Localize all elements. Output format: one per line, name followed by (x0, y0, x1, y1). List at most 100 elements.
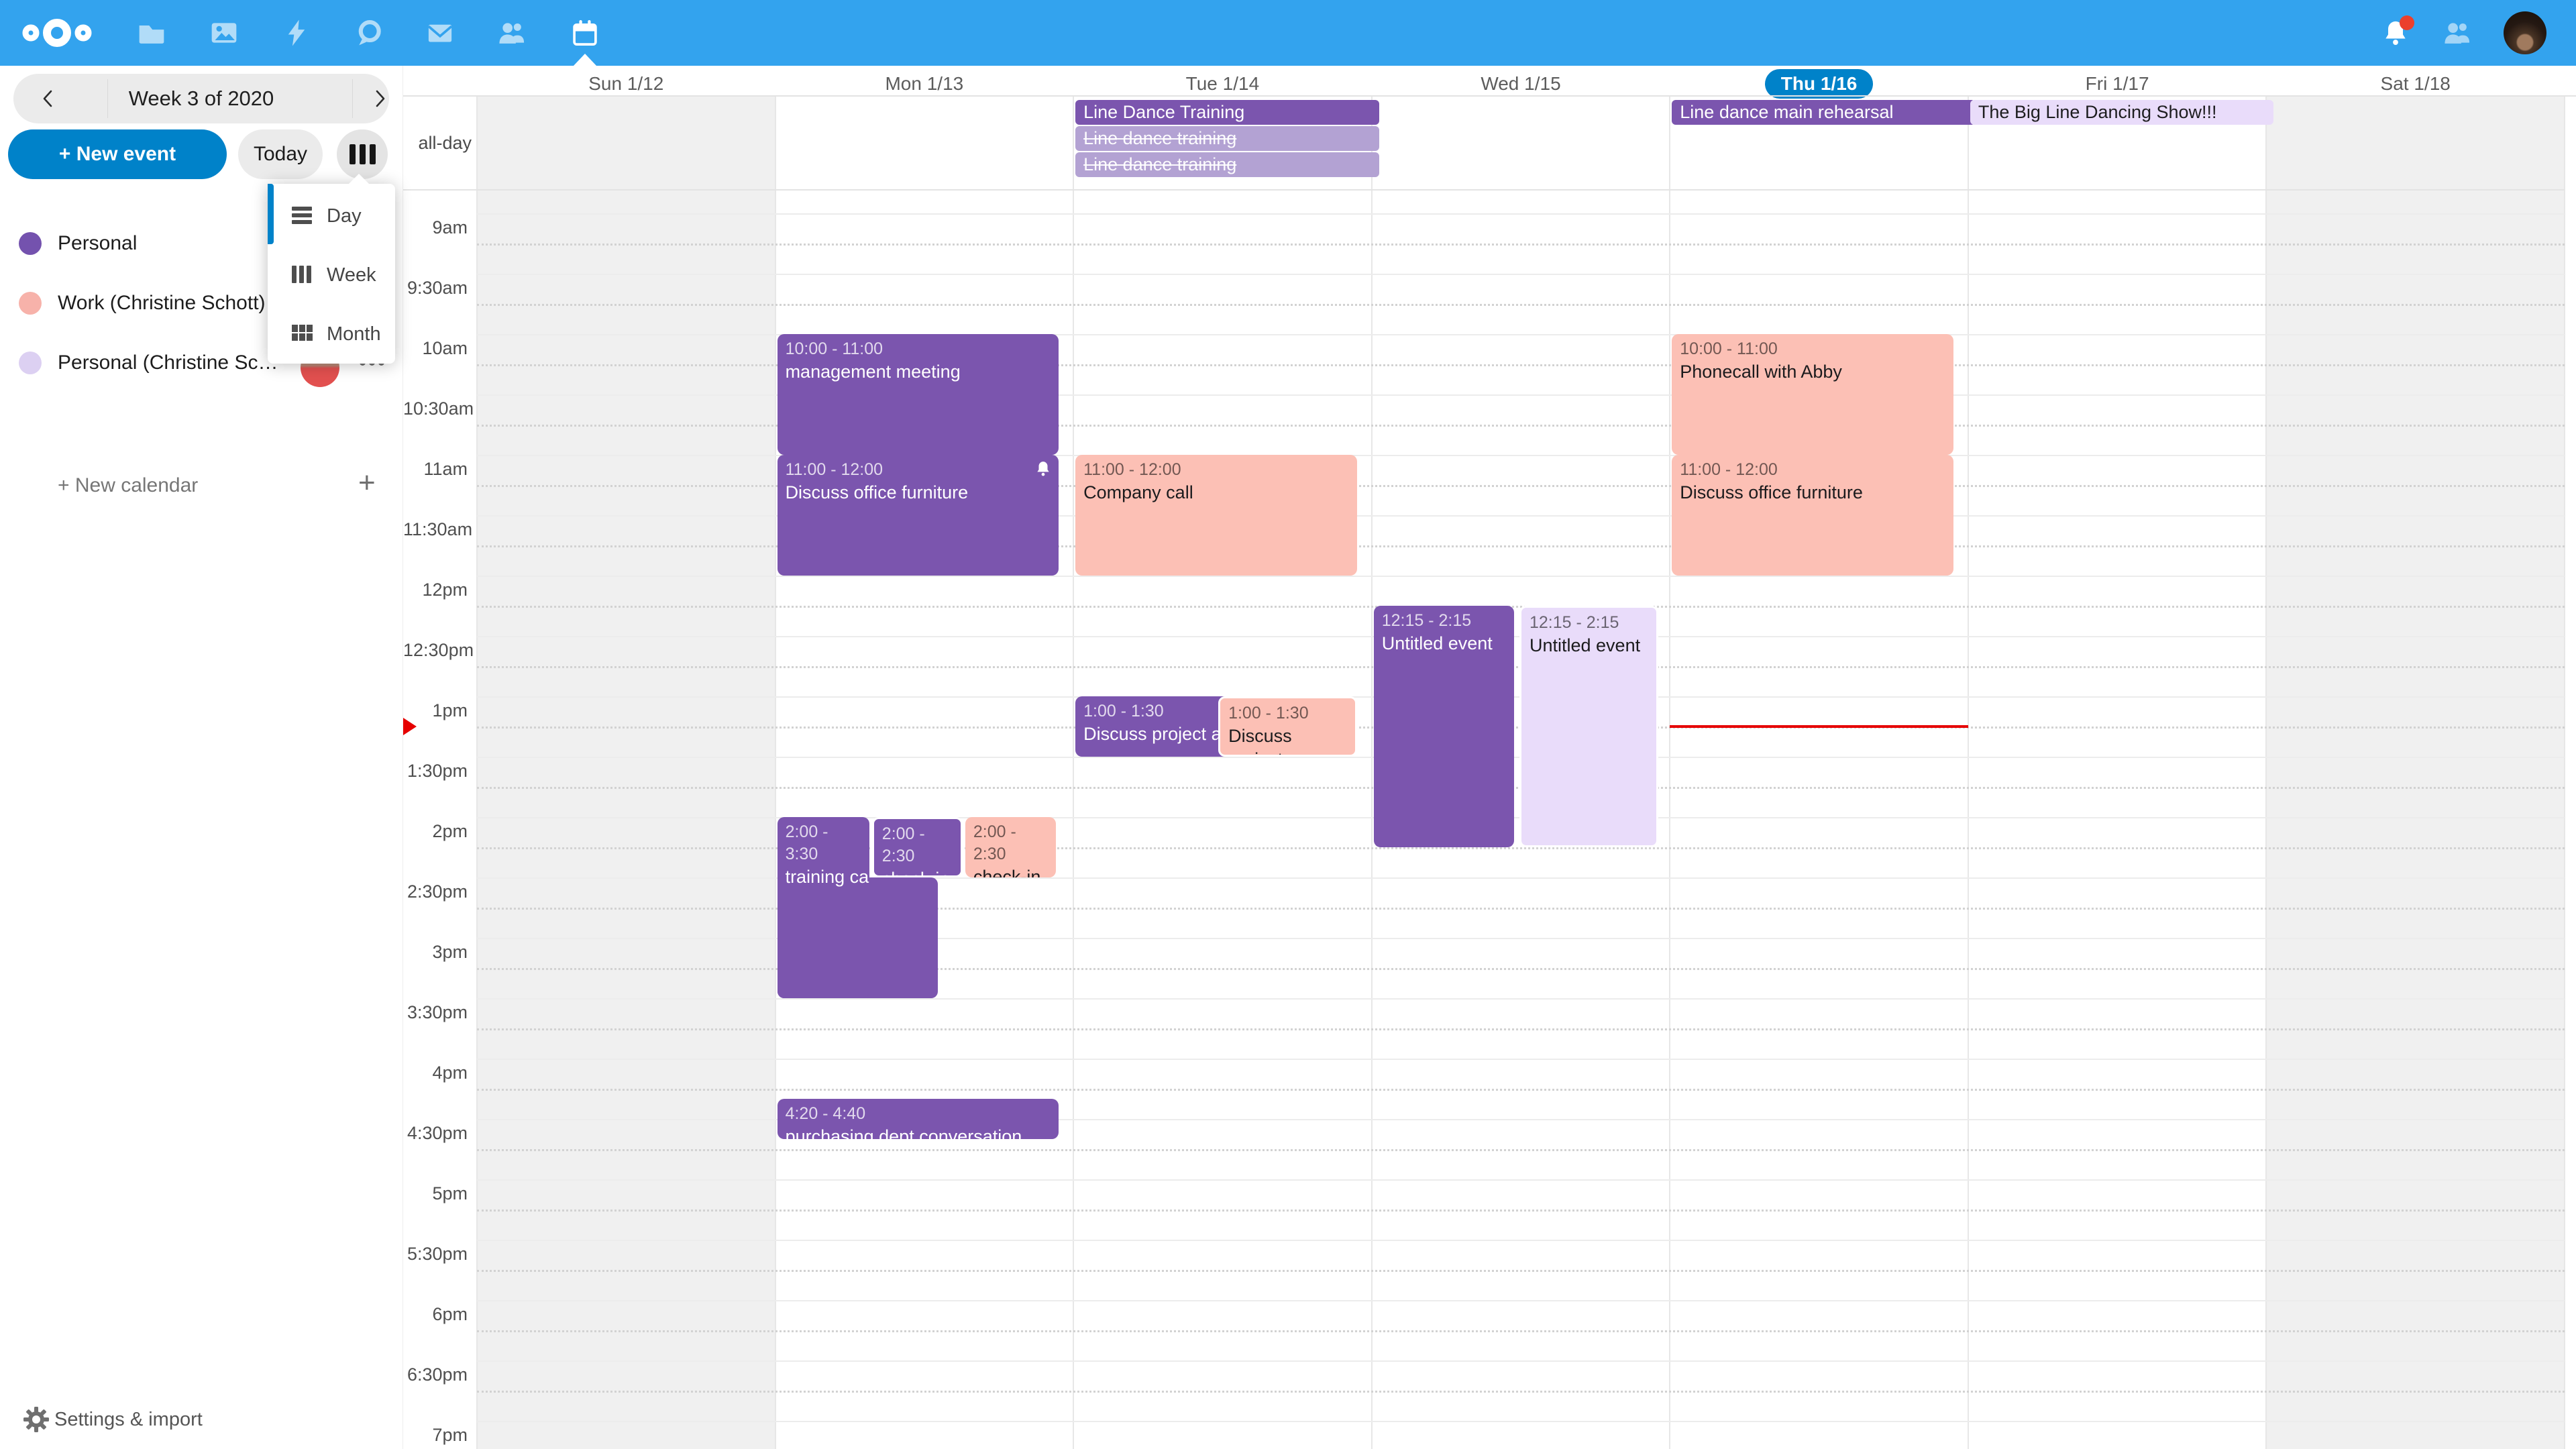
nextcloud-logo[interactable] (20, 13, 94, 53)
time-axis-label: 3:30pm (403, 1001, 468, 1026)
calendar-name: Personal (Christine Schott) (58, 352, 289, 374)
day-header-today[interactable]: Thu 1/16 (1670, 69, 1968, 99)
top-bar (0, 0, 2576, 66)
column-border (2265, 95, 2267, 1449)
new-event-button[interactable]: + New event (8, 129, 227, 179)
event-time: 1:00 - 1:30 (1083, 702, 1164, 720)
calendar-week-view: Sun 1/12 Mon 1/13 Tue 1/14 Wed 1/15 Thu 1/16… (402, 66, 2576, 1449)
all-day-event[interactable]: Line dance training (1075, 152, 1379, 177)
event-time: 12:15 - 2:15 (1381, 611, 1472, 630)
calendar-event[interactable]: 1:00 - 1:30 Discuss project announcement (1075, 696, 1236, 757)
view-selector-button[interactable] (337, 129, 388, 179)
event-title: Discuss office furniture (785, 482, 969, 502)
settings-import-button[interactable]: Settings & import (0, 1401, 402, 1441)
activity-icon[interactable] (282, 18, 311, 48)
contacts-icon[interactable] (498, 18, 527, 48)
calendar-list-item[interactable]: Work (Christine Schott) (0, 274, 402, 332)
day-header[interactable]: Mon 1/13 (885, 73, 964, 94)
new-calendar-button[interactable]: + New calendar + (0, 458, 402, 515)
quarter-hour-gridline (477, 425, 2565, 427)
calendar-event[interactable]: 10:00 - 11:00 Phonecall with Abby (1672, 334, 1953, 455)
event-time: 12:15 - 2:15 (1529, 613, 1619, 632)
time-axis-label: 7pm (403, 1424, 468, 1448)
settings-import-label: Settings & import (54, 1409, 203, 1430)
day-header[interactable]: Sat 1/18 (2380, 73, 2451, 94)
current-time-arrow (403, 718, 417, 735)
calendar-event[interactable]: 2:00 - 2:30 check-in (871, 817, 963, 877)
user-avatar[interactable] (2504, 11, 2546, 54)
calendar-event[interactable]: 11:00 - 12:00 Discuss office furniture (1672, 455, 1953, 576)
reminder-bell-icon (1037, 462, 1049, 476)
day-header[interactable]: Tue 1/14 (1185, 73, 1260, 94)
talk-icon[interactable] (354, 18, 384, 48)
today-button[interactable]: Today (238, 129, 323, 179)
menu-item-week[interactable]: Week (268, 246, 395, 305)
calendar-name: Work (Christine Schott) (58, 292, 266, 314)
event-title: Phonecall with Abby (1680, 362, 1842, 382)
week-navigation: Week 3 of 2020 (13, 74, 389, 123)
federation-contacts-icon[interactable] (2443, 18, 2473, 48)
next-week-chevron-icon[interactable] (369, 88, 390, 109)
menu-item-month[interactable]: Month (268, 305, 395, 364)
calendar-event[interactable]: 11:00 - 12:00 Company call (1075, 455, 1357, 576)
week-view-icon (349, 144, 356, 164)
event-title: Untitled event (1529, 635, 1641, 655)
calendar-list-item[interactable]: Personal (0, 215, 402, 272)
calendar-event[interactable]: 1:00 - 1:30 Discuss project announcement (1218, 696, 1357, 757)
time-axis-label: 2pm (403, 820, 468, 845)
divider (107, 79, 108, 118)
weekend-column-shading (2266, 95, 2565, 1449)
hour-gridline (477, 1300, 2565, 1301)
week-range-label[interactable]: Week 3 of 2020 (128, 87, 274, 110)
calendar-event[interactable]: 12:15 - 2:15 Untitled event (1373, 606, 1514, 847)
today-pill: Thu 1/16 (1764, 69, 1874, 99)
all-day-event[interactable]: The Big Line Dancing Show!!! (1970, 100, 2274, 125)
day-header[interactable]: Wed 1/15 (1481, 73, 1561, 94)
event-time: 11:00 - 12:00 (1083, 460, 1181, 479)
menu-item-day[interactable]: Day (268, 186, 395, 246)
new-calendar-label: + New calendar (58, 474, 199, 496)
current-time-line (1670, 725, 1968, 728)
calendar-color-dot (19, 292, 42, 315)
files-icon[interactable] (137, 18, 166, 48)
column-border (1669, 95, 1671, 1449)
time-axis-label: 11am (403, 458, 468, 482)
column-border (1967, 95, 1969, 1449)
day-header[interactable]: Fri 1/17 (2085, 73, 2149, 94)
event-title: Discuss project announcement (1228, 726, 1292, 755)
quarter-hour-gridline (477, 1391, 2565, 1393)
calendar-event[interactable]: 4:20 - 4:40 purchasing dept conversation (777, 1099, 1059, 1139)
calendar-event[interactable]: 12:15 - 2:15 Untitled event (1519, 606, 1658, 847)
quarter-hour-gridline (477, 244, 2565, 246)
all-day-event[interactable]: Line dance main rehearsal (1672, 100, 1976, 125)
photos-icon[interactable] (209, 18, 239, 48)
plus-icon: + (358, 466, 376, 499)
column-border (1371, 95, 1373, 1449)
mail-icon[interactable] (425, 18, 455, 48)
calendar-event[interactable]: 11:00 - 12:00 Discuss office furniture (777, 455, 1059, 576)
quarter-hour-gridline (477, 1089, 2565, 1091)
all-day-event[interactable]: Line Dance Training (1075, 100, 1379, 125)
time-axis-label: 12pm (403, 578, 468, 603)
calendar-color-dot (19, 232, 42, 255)
allday-divider (403, 189, 2565, 191)
calendar-event[interactable]: 10:00 - 11:00 management meeting (777, 334, 1059, 455)
quarter-hour-gridline (477, 1270, 2565, 1272)
previous-week-chevron-icon[interactable] (38, 88, 59, 109)
time-axis-label: 4pm (403, 1061, 468, 1086)
quarter-hour-gridline (477, 364, 2565, 366)
calendar-name: Personal (58, 232, 138, 254)
all-day-event[interactable]: Line dance training (1075, 126, 1379, 151)
quarter-hour-gridline (477, 485, 2565, 487)
quarter-hour-gridline (477, 847, 2565, 849)
calendar-event[interactable]: 2:00 - 3:30 training call (777, 817, 869, 998)
calendar-event[interactable]: 2:00 - 2:30 check-in (965, 817, 1056, 877)
calendar-icon[interactable] (570, 18, 600, 48)
event-title: check-in (882, 867, 953, 875)
event-title: Discuss project announcement (1083, 724, 1236, 744)
hour-gridline (477, 1240, 2565, 1241)
all-day-label: all-day (418, 133, 472, 153)
day-header[interactable]: Sun 1/12 (588, 73, 664, 94)
column-border (774, 95, 776, 1449)
popover-tail (348, 174, 370, 184)
